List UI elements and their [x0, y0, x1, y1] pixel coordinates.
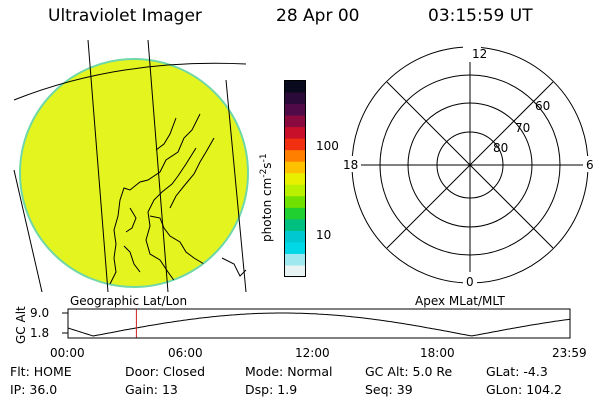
timeline-y-tick: 1.8 — [30, 326, 50, 340]
coastline — [221, 257, 247, 277]
geographic-image — [13, 40, 249, 293]
earth-disk — [19, 58, 249, 288]
colorbar-segment — [285, 161, 305, 174]
timeline-x-tick: 18:00 — [420, 346, 455, 360]
colorbar-segment — [285, 150, 305, 163]
graticule-line — [87, 40, 109, 293]
flight-info: Flt: HOME — [10, 364, 72, 379]
gc-alt-info: GC Alt: 5.0 Re — [365, 364, 453, 379]
timeline-x-tick: 06:00 — [168, 346, 203, 360]
colorbar-segment — [285, 127, 305, 140]
ip-info: IP: 36.0 — [10, 382, 58, 397]
graticule-line — [13, 62, 247, 101]
colorbar-segment — [285, 92, 305, 105]
time-label: 03:15:59 UT — [428, 6, 533, 26]
colorbar — [284, 80, 306, 278]
seq-info: Seq: 39 — [365, 382, 413, 397]
colorbar-segment — [285, 242, 305, 255]
colorbar-tick-label: 10 — [316, 228, 332, 242]
colorbar-segment — [285, 138, 305, 151]
colorbar-segment — [285, 81, 305, 94]
lat-label: 70 — [515, 121, 530, 135]
glon-info: GLon: 104.2 — [486, 382, 562, 397]
timeline-x-tick: 12:00 — [295, 346, 330, 360]
app-title: Ultraviolet Imager — [48, 6, 202, 26]
altitude-curve — [67, 312, 571, 337]
lat-label: 60 — [535, 99, 550, 113]
colorbar-segment — [285, 207, 305, 220]
apex-panel-label: Apex MLat/MLT — [415, 294, 505, 308]
door-info: Door: Closed — [125, 364, 206, 379]
colorbar-tick-label: 100 — [316, 139, 339, 153]
dsp-info: Dsp: 1.9 — [245, 382, 298, 397]
colorbar-segment — [285, 265, 305, 278]
geographic-panel-label: Geographic Lat/Lon — [70, 294, 188, 308]
colorbar-segment — [285, 196, 305, 209]
polar-grid: 12 0 18 6 60 70 80 — [339, 46, 597, 289]
altitude-timeline — [62, 308, 571, 339]
glat-info: GLat: -4.3 — [486, 364, 548, 379]
timeline-y-tick: 9.0 — [30, 306, 50, 320]
gain-info: Gain: 13 — [125, 382, 178, 397]
timeline-axis-label: GC Alt — [14, 306, 28, 344]
graticule-line — [147, 40, 169, 293]
date-label: 28 Apr 00 — [276, 6, 360, 26]
timeline-x-tick: 23:59 — [552, 346, 587, 360]
graticule-line — [13, 169, 43, 293]
graticule-line — [225, 79, 247, 293]
colorbar-segment — [285, 219, 305, 232]
colorbar-unit-label: photon cm-2s-1 — [259, 153, 274, 242]
mlt-label: 6 — [586, 158, 594, 172]
colorbar-segment — [285, 104, 305, 117]
lat-label: 80 — [493, 141, 508, 155]
colorbar-segment — [285, 253, 305, 266]
mlt-label: 0 — [466, 275, 474, 289]
colorbar-segment — [285, 173, 305, 186]
mlt-label: 12 — [472, 47, 487, 61]
mlt-label: 18 — [343, 158, 358, 172]
timeline-x-tick: 00:00 — [50, 346, 85, 360]
colorbar-segment — [285, 184, 305, 197]
colorbar-segment — [285, 115, 305, 128]
mode-info: Mode: Normal — [245, 364, 333, 379]
colorbar-segment — [285, 230, 305, 243]
